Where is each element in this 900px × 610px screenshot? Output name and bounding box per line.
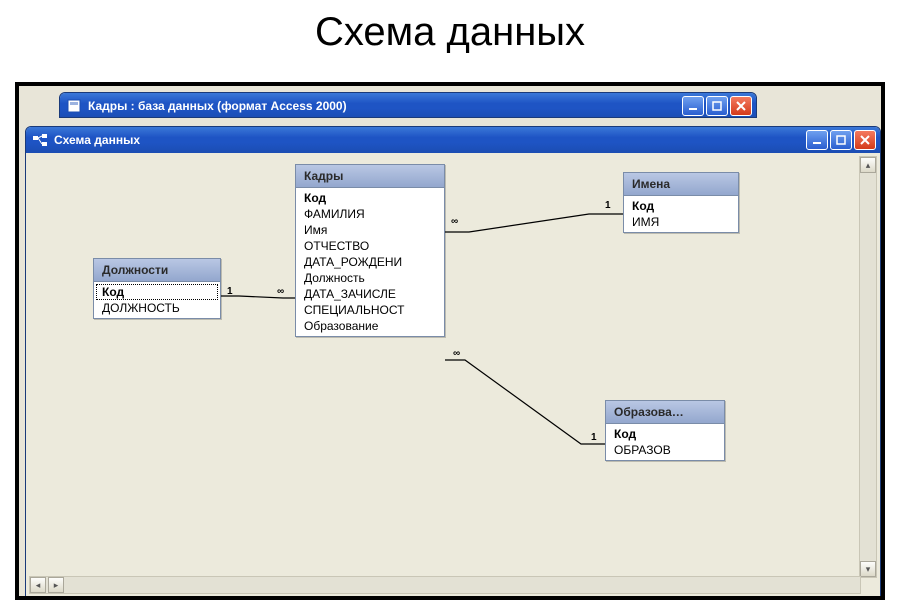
scroll-right-button[interactable]: ▸ [48, 577, 64, 593]
table-header[interactable]: Кадры [296, 165, 444, 188]
table-header[interactable]: Образова… [606, 401, 724, 424]
table-field[interactable]: ОТЧЕСТВО [296, 238, 444, 254]
table-field[interactable]: ДОЛЖНОСТЬ [94, 300, 220, 316]
table-field[interactable]: Код [624, 198, 738, 214]
parent-maximize-button[interactable] [706, 96, 728, 116]
vertical-scrollbar[interactable]: ▴ ▾ [859, 156, 877, 578]
relationships-canvas[interactable]: ДолжностиКодДОЛЖНОСТЬКадрыКодФАМИЛИЯИмяО… [29, 156, 861, 578]
table-field[interactable]: Имя [296, 222, 444, 238]
table-field[interactable]: СПЕЦИАЛЬНОСТ [296, 302, 444, 318]
relation-many-label: ∞ [451, 216, 458, 227]
table-field[interactable]: Код [296, 190, 444, 206]
outer-frame: Кадры : база данных (формат Access 2000)… [15, 82, 885, 600]
parent-close-button[interactable] [730, 96, 752, 116]
table-field[interactable]: ДАТА_РОЖДЕНИ [296, 254, 444, 270]
table-field[interactable]: ИМЯ [624, 214, 738, 230]
relation-one-label: 1 [591, 432, 597, 443]
parent-titlebar[interactable]: Кадры : база данных (формат Access 2000) [60, 93, 756, 118]
table-field-list: КодФАМИЛИЯИмяОТЧЕСТВОДАТА_РОЖДЕНИДолжнос… [296, 188, 444, 336]
parent-window-title: Кадры : база данных (формат Access 2000) [88, 99, 347, 113]
child-titlebar[interactable]: Схема данных [26, 127, 880, 153]
table-field[interactable]: Код [606, 426, 724, 442]
table-field-list: КодИМЯ [624, 196, 738, 232]
table-field[interactable]: Код [96, 284, 218, 300]
table-field[interactable]: ОБРАЗОВ [606, 442, 724, 458]
database-icon [66, 98, 82, 114]
table-imena[interactable]: ИменаКодИМЯ [623, 172, 739, 233]
table-field[interactable]: Образование [296, 318, 444, 334]
page-title: Схема данных [0, 10, 900, 55]
child-maximize-button[interactable] [830, 130, 852, 150]
table-obraz[interactable]: Образова…КодОБРАЗОВ [605, 400, 725, 461]
table-header[interactable]: Имена [624, 173, 738, 196]
table-field[interactable]: ФАМИЛИЯ [296, 206, 444, 222]
relation-many-label: ∞ [453, 348, 460, 359]
table-header[interactable]: Должности [94, 259, 220, 282]
scroll-left-button[interactable]: ◂ [30, 577, 46, 593]
table-field[interactable]: ДАТА_ЗАЧИСЛЕ [296, 286, 444, 302]
table-field-list: КодОБРАЗОВ [606, 424, 724, 460]
relationships-icon [32, 132, 48, 148]
table-field-list: КодДОЛЖНОСТЬ [94, 282, 220, 318]
relationships-window: Схема данных ДолжностиКодДОЛЖНОСТЬКадрыК… [25, 126, 881, 598]
child-close-button[interactable] [854, 130, 876, 150]
table-field[interactable]: Должность [296, 270, 444, 286]
child-minimize-button[interactable] [806, 130, 828, 150]
parent-window: Кадры : база данных (формат Access 2000) [59, 92, 757, 118]
child-window-title: Схема данных [54, 133, 140, 147]
table-kadry[interactable]: КадрыКодФАМИЛИЯИмяОТЧЕСТВОДАТА_РОЖДЕНИДо… [295, 164, 445, 337]
parent-minimize-button[interactable] [682, 96, 704, 116]
scroll-down-button[interactable]: ▾ [860, 561, 876, 577]
relation-one-label: 1 [227, 286, 233, 297]
table-dolzh[interactable]: ДолжностиКодДОЛЖНОСТЬ [93, 258, 221, 319]
horizontal-scrollbar[interactable]: ◂ ▸ [29, 576, 861, 594]
relation-one-label: 1 [605, 200, 611, 211]
scroll-up-button[interactable]: ▴ [860, 157, 876, 173]
relation-many-label: ∞ [277, 286, 284, 297]
